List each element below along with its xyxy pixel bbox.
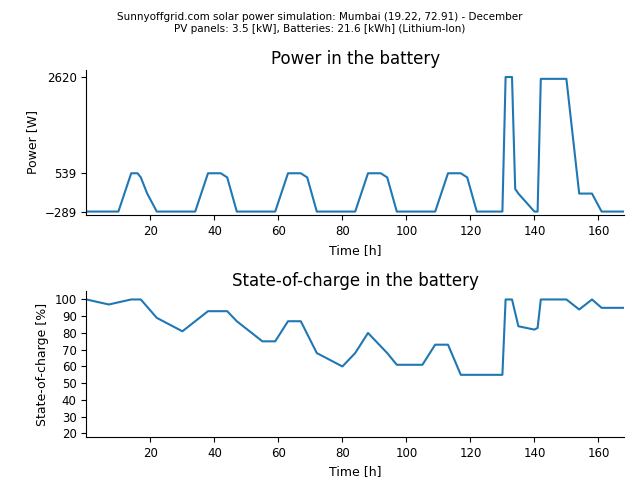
X-axis label: Time [h]: Time [h]	[329, 243, 381, 257]
Y-axis label: Power [W]: Power [W]	[26, 110, 39, 174]
Y-axis label: State-of-charge [%]: State-of-charge [%]	[36, 302, 49, 425]
Title: Power in the battery: Power in the battery	[271, 50, 440, 68]
Text: Sunnyoffgrid.com solar power simulation: Mumbai (19.22, 72.91) - December
PV pan: Sunnyoffgrid.com solar power simulation:…	[117, 12, 523, 34]
Title: State-of-charge in the battery: State-of-charge in the battery	[232, 272, 479, 289]
X-axis label: Time [h]: Time [h]	[329, 465, 381, 478]
